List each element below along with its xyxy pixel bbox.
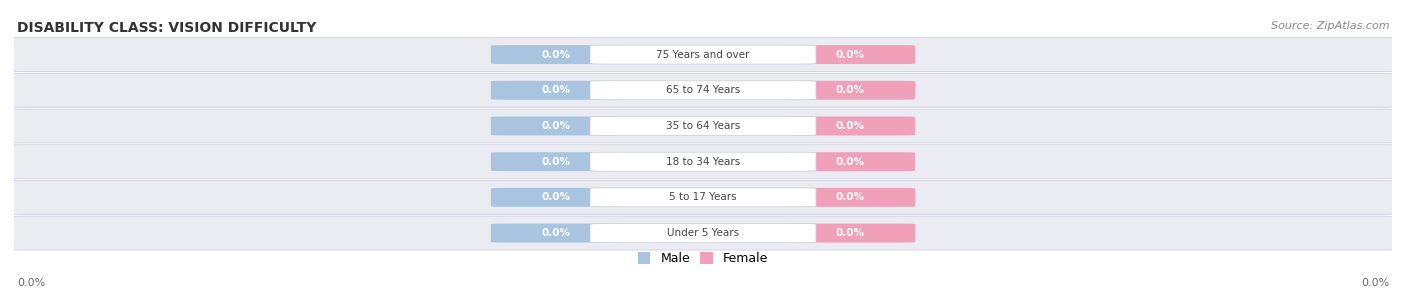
Text: DISABILITY CLASS: VISION DIFFICULTY: DISABILITY CLASS: VISION DIFFICULTY — [17, 21, 316, 35]
FancyBboxPatch shape — [786, 81, 915, 100]
Text: 35 to 64 Years: 35 to 64 Years — [666, 121, 740, 131]
FancyBboxPatch shape — [491, 188, 620, 207]
FancyBboxPatch shape — [786, 188, 915, 207]
Text: 0.0%: 0.0% — [541, 85, 569, 95]
FancyBboxPatch shape — [491, 45, 620, 64]
FancyBboxPatch shape — [491, 117, 620, 136]
FancyBboxPatch shape — [491, 224, 620, 243]
FancyBboxPatch shape — [591, 45, 815, 64]
FancyBboxPatch shape — [591, 152, 815, 171]
FancyBboxPatch shape — [786, 45, 915, 64]
Text: 18 to 34 Years: 18 to 34 Years — [666, 157, 740, 167]
Text: 0.0%: 0.0% — [541, 157, 569, 167]
Text: 0.0%: 0.0% — [837, 157, 865, 167]
FancyBboxPatch shape — [786, 152, 915, 171]
FancyBboxPatch shape — [591, 188, 815, 207]
FancyBboxPatch shape — [7, 181, 1399, 214]
Legend: Male, Female: Male, Female — [633, 247, 773, 271]
Text: 0.0%: 0.0% — [541, 228, 569, 238]
Text: 0.0%: 0.0% — [1361, 278, 1389, 288]
Text: Source: ZipAtlas.com: Source: ZipAtlas.com — [1271, 21, 1389, 32]
Text: 75 Years and over: 75 Years and over — [657, 50, 749, 60]
Text: 0.0%: 0.0% — [541, 121, 569, 131]
FancyBboxPatch shape — [7, 38, 1399, 72]
FancyBboxPatch shape — [786, 117, 915, 136]
FancyBboxPatch shape — [591, 117, 815, 136]
FancyBboxPatch shape — [591, 81, 815, 100]
FancyBboxPatch shape — [7, 216, 1399, 250]
Text: 0.0%: 0.0% — [837, 50, 865, 60]
FancyBboxPatch shape — [786, 224, 915, 243]
FancyBboxPatch shape — [491, 81, 620, 100]
FancyBboxPatch shape — [7, 109, 1399, 143]
Text: Under 5 Years: Under 5 Years — [666, 228, 740, 238]
Text: 0.0%: 0.0% — [837, 85, 865, 95]
FancyBboxPatch shape — [7, 145, 1399, 179]
Text: 0.0%: 0.0% — [837, 192, 865, 202]
Text: 0.0%: 0.0% — [837, 228, 865, 238]
FancyBboxPatch shape — [491, 152, 620, 171]
Text: 0.0%: 0.0% — [541, 192, 569, 202]
Text: 0.0%: 0.0% — [17, 278, 45, 288]
FancyBboxPatch shape — [591, 224, 815, 243]
Text: 0.0%: 0.0% — [837, 121, 865, 131]
Text: 5 to 17 Years: 5 to 17 Years — [669, 192, 737, 202]
Text: 65 to 74 Years: 65 to 74 Years — [666, 85, 740, 95]
FancyBboxPatch shape — [7, 73, 1399, 107]
Text: 0.0%: 0.0% — [541, 50, 569, 60]
